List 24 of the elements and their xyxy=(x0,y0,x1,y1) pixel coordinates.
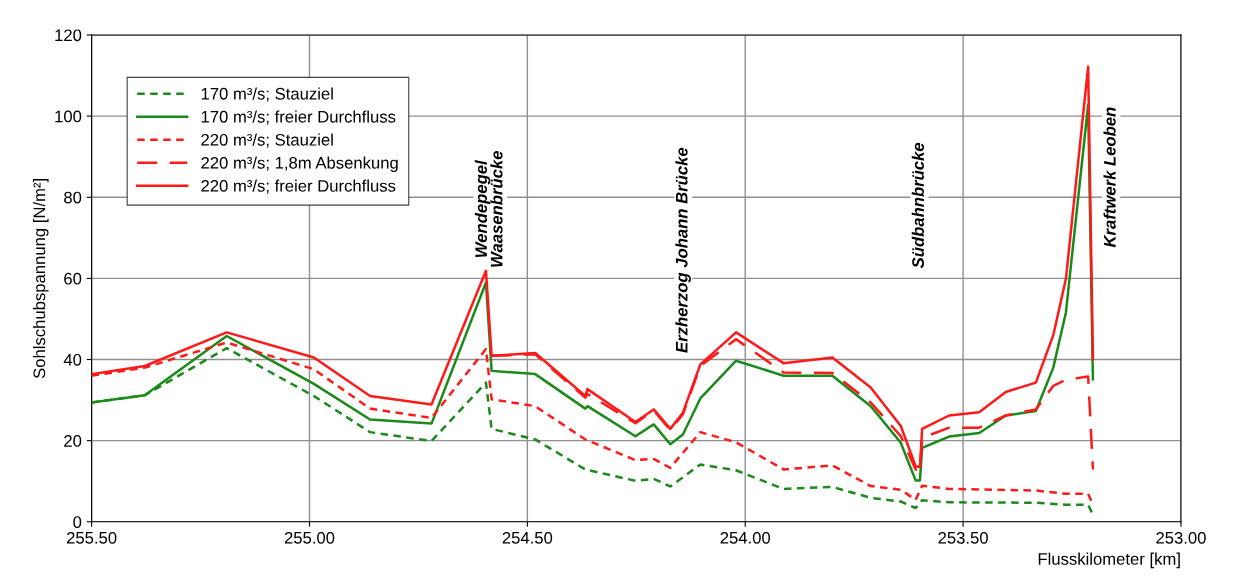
y-tick-label: 20 xyxy=(64,435,82,447)
y-axis-title: Sohlschubspannung [N/m²] xyxy=(33,179,49,379)
x-tick-label: 255.50 xyxy=(66,531,117,544)
annotation: Erzherzog Johann Brücke xyxy=(675,147,691,353)
y-tick-label: 100 xyxy=(55,110,82,123)
legend-label: 220 m³/s; freier Durchfluss xyxy=(201,179,396,194)
y-tick-label: 40 xyxy=(63,353,82,366)
y-tick-label: 0 xyxy=(73,516,82,528)
y-tick-label: 120 xyxy=(55,29,82,42)
annotation: Kraftwerk Leoben xyxy=(1103,107,1116,248)
x-axis-title: Flusskilometer [km] xyxy=(1038,552,1180,569)
annotation: Südbahnbrücke xyxy=(911,142,924,269)
legend-label: 170 m³/s; Stauziel xyxy=(201,87,333,102)
legend-label: 220 m³/s; 1,8m Absenkung xyxy=(201,156,398,173)
y-tick-label: 60 xyxy=(64,272,82,285)
x-tick-label: 253.50 xyxy=(938,531,988,544)
x-tick-label: 253.00 xyxy=(1156,531,1206,544)
x-tick-label: 254.50 xyxy=(502,531,553,544)
legend-label: 170 m³/s; freier Durchfluss xyxy=(201,110,396,125)
legend-label: 220 m³/s; Stauziel xyxy=(201,133,333,148)
y-tick-label: 80 xyxy=(64,191,82,204)
annotation: Wendepegel Waasenbrücke xyxy=(474,151,503,267)
x-tick-label: 254.00 xyxy=(720,531,771,544)
x-tick-label: 255.00 xyxy=(284,531,335,544)
